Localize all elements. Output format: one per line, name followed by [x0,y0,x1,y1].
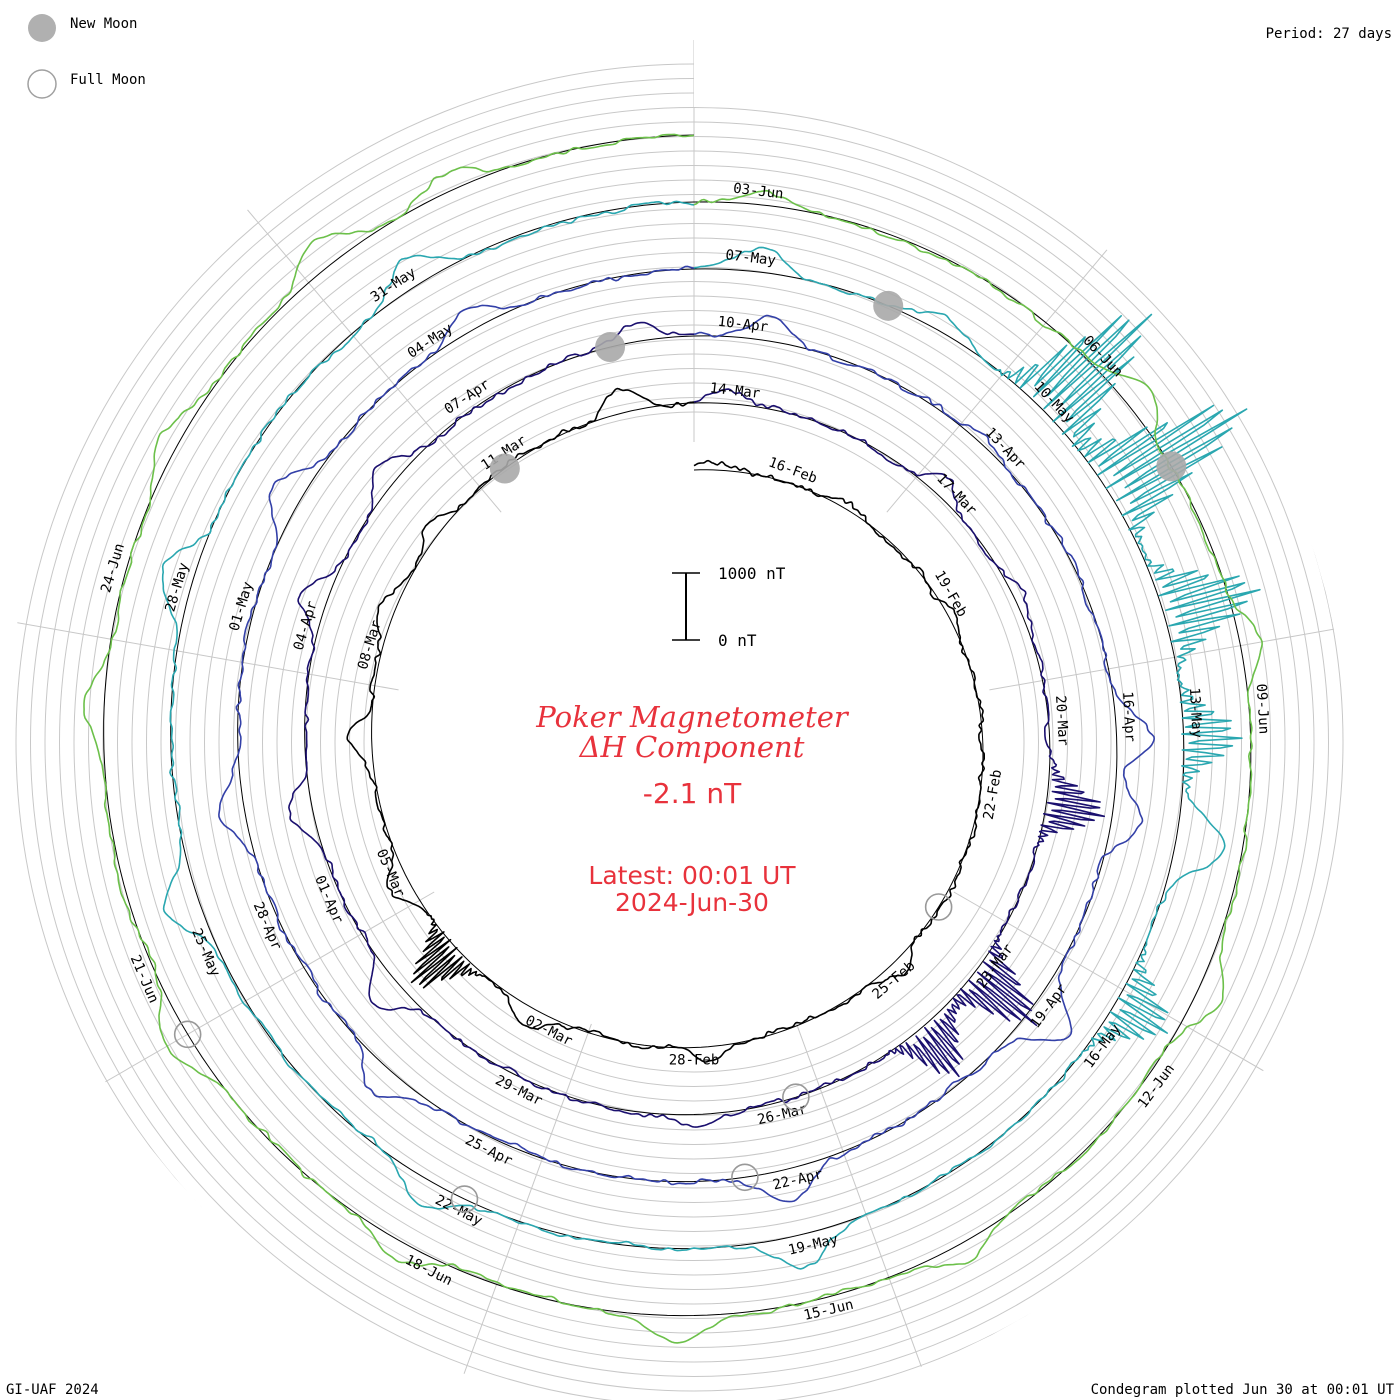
date-label: 01-May [227,580,257,633]
date-label: 04-Apr [291,599,321,652]
moon-markers [173,290,1187,1213]
legend-new-moon-label: New Moon [70,16,137,32]
date-label: 03-Jun [732,181,784,203]
date-label: 13-May [1186,687,1205,738]
new-moon-marker [489,453,520,484]
grid-spoke [70,891,435,1103]
scale-top-label: 1000 nT [718,564,786,583]
grid-spoke [796,1023,941,1400]
plotted-label: Condegram plotted Jun 30 at 00:01 UT [1091,1382,1395,1398]
date-label: 28-Feb [669,1053,720,1069]
data-trace-rotation-3 [218,265,1155,1203]
date-label: 09-Jun [1253,683,1272,734]
date-label: 16-Feb [766,455,819,487]
data-trace-rotation-2 [288,321,1105,1128]
date-label: 02-Mar [523,1013,575,1050]
date-label: 20-Mar [1052,695,1071,746]
credit-label: GI-UAF 2024 [6,1382,99,1398]
date-label: 12-Jun [1135,1061,1178,1111]
date-label: 10-Apr [717,314,769,336]
date-label: 05-Mar [373,847,408,900]
grid-spoke [230,190,502,513]
current-value: -2.1 nT [643,777,742,810]
full-moon-marker [782,1083,810,1112]
date-label: 07-May [725,247,777,269]
latest-time: Latest: 00:01 UT [588,861,796,890]
period-label: Period: 27 days [1266,26,1392,42]
full-moon-marker [450,1185,479,1213]
grid-spoke [989,616,1346,691]
full-moon-marker [924,893,953,921]
new-moon-marker [1156,451,1187,482]
date-label: 16-Apr [1119,691,1138,742]
data-trace-rotation-1 [346,387,985,1063]
date-label: 16-May [1081,1021,1124,1071]
date-label: 22-Apr [771,1166,824,1193]
latest-date: 2024-Jun-30 [615,888,769,917]
data-traces [83,133,1263,1344]
scale-bottom-label: 0 nT [718,631,757,650]
new-moon-marker [873,290,904,321]
date-label: 14-Mar [709,380,761,402]
full-moon-marker [731,1163,759,1192]
chart-subtitle: ΔH Component [579,730,805,764]
grid-spoke [8,616,399,691]
date-label: 18-Jun [402,1252,454,1289]
new-moon-marker [595,332,626,363]
chart-title: Poker Magnetometer [535,700,850,734]
date-label: 31-May [368,265,419,306]
date-label: 25-May [188,926,223,979]
data-trace-rotation-4 [161,200,1261,1270]
date-label: 19-Feb [931,568,970,620]
new-moon-icon [28,14,56,42]
date-label: 08-Mar [355,618,385,671]
date-label: 07-Apr [442,377,493,418]
full-moon-icon [27,69,57,99]
legend-full-moon-label: Full Moon [70,72,146,88]
date-label: 22-Feb [981,768,1006,821]
date-label: 28-May [162,561,192,614]
date-label: 25-Feb [869,958,918,1003]
full-moon-marker [173,1020,202,1049]
